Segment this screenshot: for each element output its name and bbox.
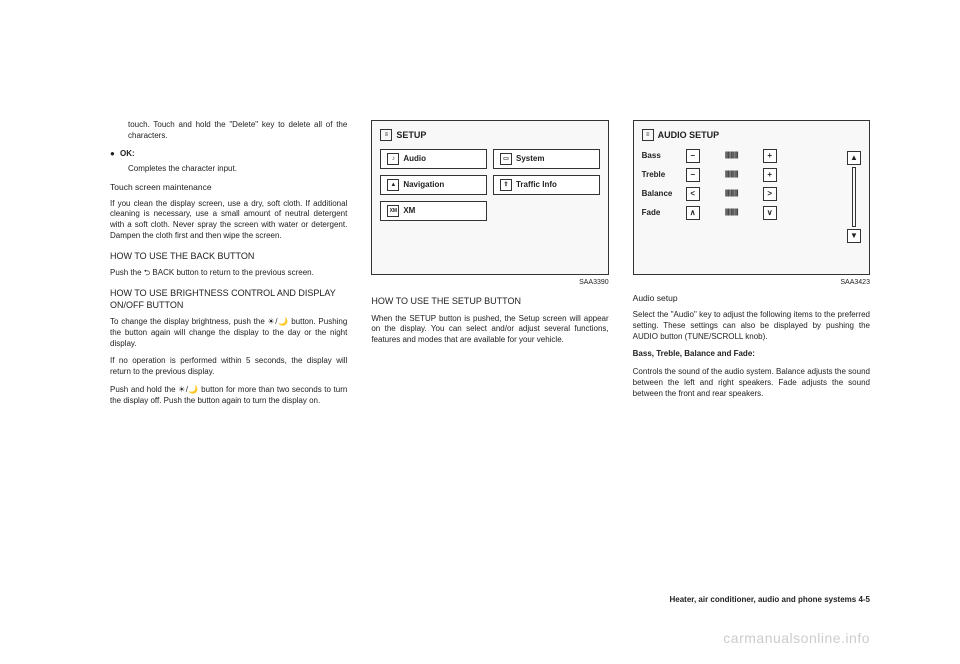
audio-setup-title: AUDIO SETUP	[658, 129, 720, 141]
text-setup: When the SETUP button is pushed, the Set…	[371, 314, 608, 346]
menu-system[interactable]: ▭ System	[493, 149, 600, 169]
audio-setup-screenshot: ≡ AUDIO SETUP Bass − |||||||||||||||| + …	[633, 120, 870, 275]
watermark: carmanualsonline.info	[723, 630, 870, 646]
column-1: touch. Touch and hold the "Delete" key t…	[110, 120, 347, 414]
caption-2: SAA3423	[633, 278, 870, 287]
menu-audio[interactable]: ♪ Audio	[380, 149, 487, 169]
heading-touch-maint: Touch screen maintenance	[110, 182, 347, 193]
text-brightness-2: If no operation is performed within 5 se…	[110, 356, 347, 378]
bullet-ok: ● OK:	[110, 149, 347, 160]
fade-up[interactable]: ∧	[686, 206, 700, 220]
text-btbf: Controls the sound of the audio system. …	[633, 367, 870, 399]
setup-title: SETUP	[396, 129, 426, 141]
text-delete: touch. Touch and hold the "Delete" key t…	[110, 120, 347, 142]
row-fade: Fade ∧ |||||||||||||||| ∨	[642, 206, 841, 220]
setup-header: ≡ SETUP	[380, 129, 599, 141]
scrollbar[interactable]	[852, 167, 856, 227]
ok-label: OK:	[120, 149, 135, 158]
setup-icon: ≡	[380, 129, 392, 141]
scroll-down[interactable]: ▼	[847, 229, 861, 243]
text-brightness-3: Push and hold the ☀/🌙 button for more th…	[110, 385, 347, 407]
balance-slider: ||||||||||||||||	[704, 189, 759, 199]
row-balance: Balance < |||||||||||||||| >	[642, 187, 841, 201]
page-footer: Heater, air conditioner, audio and phone…	[670, 595, 871, 604]
navigation-icon: ▲	[387, 179, 399, 191]
bass-minus[interactable]: −	[686, 149, 700, 163]
treble-plus[interactable]: +	[763, 168, 777, 182]
heading-brightness: HOW TO USE BRIGHTNESS CONTROL AND DISPLA…	[110, 287, 347, 311]
text-audio-setup: Select the "Audio" key to adjust the fol…	[633, 310, 870, 342]
heading-back-button: HOW TO USE THE BACK BUTTON	[110, 250, 347, 262]
traffic-icon: ⇧	[500, 179, 512, 191]
text-back-button: Push the ⮌ BACK button to return to the …	[110, 268, 347, 279]
text-touch-maint: If you clean the display screen, use a d…	[110, 199, 347, 242]
fade-down[interactable]: ∨	[763, 206, 777, 220]
heading-setup: HOW TO USE THE SETUP BUTTON	[371, 295, 608, 307]
balance-right[interactable]: >	[763, 187, 777, 201]
setup-menu-grid: ♪ Audio ▭ System ▲ Navigation ⇧ Traffic …	[380, 149, 599, 221]
menu-traffic[interactable]: ⇧ Traffic Info	[493, 175, 600, 195]
menu-xm[interactable]: XM XM	[380, 201, 487, 221]
balance-left[interactable]: <	[686, 187, 700, 201]
audio-setup-icon: ≡	[642, 129, 654, 141]
row-treble: Treble − |||||||||||||||| +	[642, 168, 841, 182]
scroll-up[interactable]: ▲	[847, 151, 861, 165]
heading-btbf: Bass, Treble, Balance and Fade:	[633, 349, 870, 360]
menu-navigation[interactable]: ▲ Navigation	[380, 175, 487, 195]
audio-icon: ♪	[387, 153, 399, 165]
fade-slider: ||||||||||||||||	[704, 208, 759, 218]
treble-minus[interactable]: −	[686, 168, 700, 182]
treble-slider: ||||||||||||||||	[704, 170, 759, 180]
xm-icon: XM	[387, 205, 399, 217]
text-brightness-1: To change the display brightness, push t…	[110, 317, 347, 349]
system-icon: ▭	[500, 153, 512, 165]
setup-screenshot: ≡ SETUP ♪ Audio ▭ System ▲ Navigation ⇧	[371, 120, 608, 275]
scroll-column: ▲ ▼	[847, 149, 861, 245]
column-3: ≡ AUDIO SETUP Bass − |||||||||||||||| + …	[633, 120, 870, 414]
bass-plus[interactable]: +	[763, 149, 777, 163]
bass-slider: ||||||||||||||||	[704, 151, 759, 161]
bullet-dot: ●	[110, 149, 120, 160]
row-bass: Bass − |||||||||||||||| +	[642, 149, 841, 163]
ok-text: Completes the character input.	[110, 164, 347, 175]
caption-1: SAA3390	[371, 278, 608, 287]
heading-audio-setup: Audio setup	[633, 293, 870, 304]
column-2: ≡ SETUP ♪ Audio ▭ System ▲ Navigation ⇧	[371, 120, 608, 414]
audio-setup-header: ≡ AUDIO SETUP	[642, 129, 861, 141]
